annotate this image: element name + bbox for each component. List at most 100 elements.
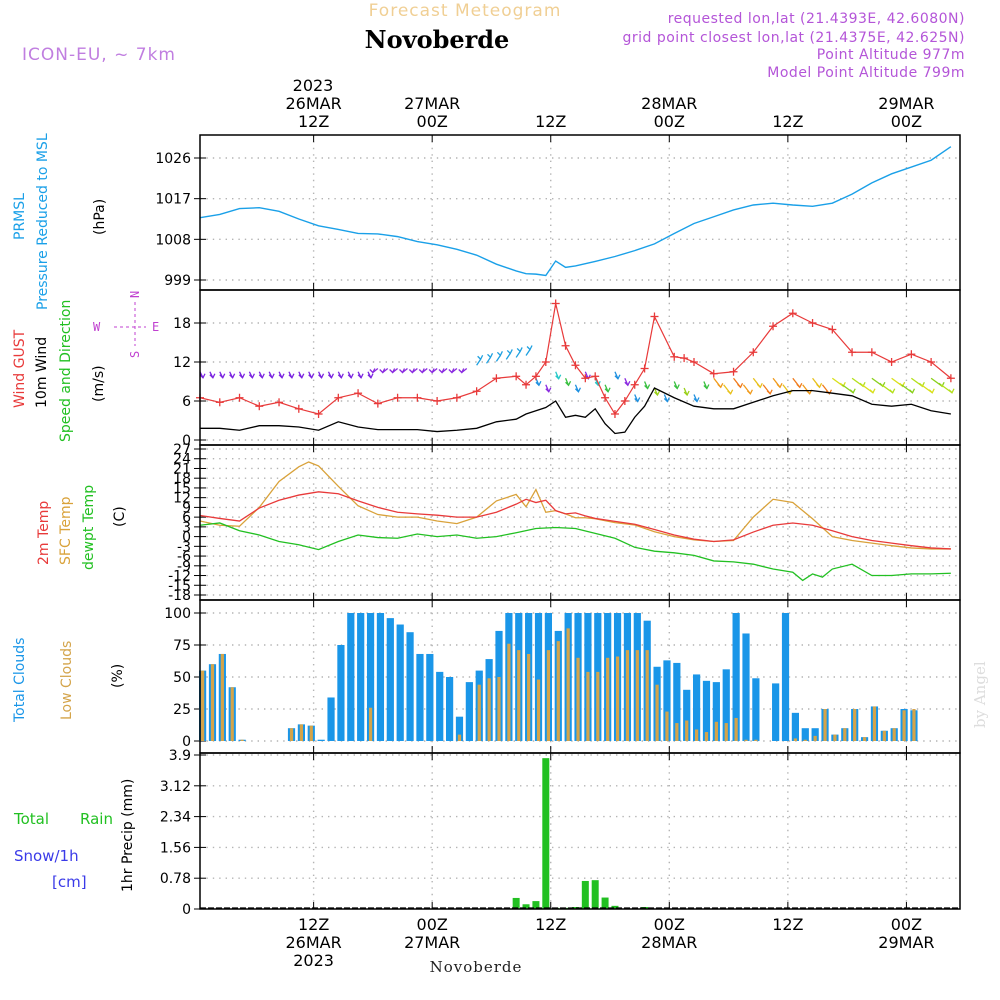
rain-bar xyxy=(582,881,589,909)
wind-arrowhead xyxy=(478,355,483,359)
bottom-hour-label: 00Z xyxy=(654,915,685,934)
wind-arrow xyxy=(506,353,510,359)
rain-bar xyxy=(513,898,520,909)
wind-arrow xyxy=(477,359,481,365)
temp-2m-line xyxy=(200,492,951,549)
low-cloud-bar xyxy=(853,709,856,741)
low-cloud-bar xyxy=(902,710,905,741)
precip-bars xyxy=(200,758,960,909)
total-clouds-label: Total Clouds xyxy=(12,638,28,723)
low-cloud-bar xyxy=(517,650,520,741)
low-cloud-bar xyxy=(744,740,747,741)
total-cloud-bar xyxy=(446,677,453,741)
top-hour-label: 00Z xyxy=(654,112,685,131)
low-cloud-bar xyxy=(537,680,540,741)
wind-10m-line xyxy=(200,388,951,434)
y-tick-label: 18 xyxy=(173,316,191,332)
pressure-series-line xyxy=(200,147,951,276)
y-tick-label: 3.12 xyxy=(160,779,191,795)
top-hour-label: 12Z xyxy=(772,112,803,131)
bottom-date-label: 27MAR xyxy=(404,933,460,952)
y-tick-label: 0 xyxy=(182,902,191,918)
rain-label: Rain xyxy=(80,810,113,828)
gridlines xyxy=(200,290,960,445)
top-time-axis: 26MAR12Z27MAR00Z12Z28MAR00Z12Z29MAR00Z xyxy=(286,94,935,131)
wind-gust-line xyxy=(200,304,951,415)
low-cloud-bar xyxy=(833,735,836,741)
top-year-label: 2023 xyxy=(293,76,334,95)
total-cloud-bar xyxy=(703,681,710,741)
snow-label: Snow/1h xyxy=(14,847,79,865)
low-cloud-bar xyxy=(873,706,876,741)
bottom-date-label: 26MAR xyxy=(286,933,342,952)
wind-arrowhead xyxy=(497,351,502,355)
total-cloud-bar xyxy=(752,678,759,741)
total-cloud-bar xyxy=(782,613,789,741)
wind-arrowhead xyxy=(949,389,954,393)
top-hour-label: 12Z xyxy=(298,112,329,131)
total-cloud-bar xyxy=(426,654,433,741)
panel-temperature: -18-15-12-9-6-30369121518212427 xyxy=(168,442,960,604)
wind-arrowhead xyxy=(488,353,493,357)
rain-bar xyxy=(592,880,599,909)
wind-arrowhead xyxy=(850,389,855,393)
y-tick-label: 50 xyxy=(173,670,191,686)
wind-arrowhead xyxy=(507,349,512,353)
y-tick-label: 0.78 xyxy=(160,871,191,887)
sfc-temp-label: SFC Temp xyxy=(58,496,74,565)
wind-arrowhead xyxy=(870,389,875,393)
y-tick-label: 27 xyxy=(173,442,191,458)
wind-gust-markers xyxy=(196,300,955,419)
low-cloud-bar xyxy=(725,723,728,741)
low-cloud-bar xyxy=(557,641,560,741)
bottom-year-label: 2023 xyxy=(293,951,334,970)
temp-2m-label: 2m Temp xyxy=(36,501,52,565)
top-date-label: 26MAR xyxy=(286,94,342,113)
low-cloud-bar xyxy=(606,658,609,741)
low-cloud-bar xyxy=(655,685,658,741)
top-hour-label: 00Z xyxy=(417,112,448,131)
total-label: Total xyxy=(13,810,49,828)
wind-arrow xyxy=(496,355,500,361)
bottom-hour-label: 12Z xyxy=(535,915,566,934)
low-cloud-bar xyxy=(893,728,896,741)
total-cloud-bar xyxy=(347,613,354,741)
low-cloud-bar xyxy=(527,654,530,741)
requested-coords: requested lon,lat (21.4393E, 42.6080N) xyxy=(668,11,965,27)
panel-wind: 061218 xyxy=(173,290,960,449)
compass-south: S xyxy=(128,351,142,358)
low-cloud-bar xyxy=(310,726,313,741)
low-cloud-bar xyxy=(715,722,718,741)
top-date-label: 28MAR xyxy=(641,94,697,113)
y-tick-label: 25 xyxy=(173,702,191,718)
y-tick-label: 1026 xyxy=(155,151,191,167)
panel-precipitation: 00.781.562.343.123.9 xyxy=(160,748,960,918)
panel-labels: PRMSL Pressure Reduced to MSL (hPa) Wind… xyxy=(12,133,136,892)
low-cloud-bar xyxy=(576,658,579,741)
wind-10m-label: 10m Wind xyxy=(34,337,50,408)
rain-bar xyxy=(602,898,609,909)
wind-arrowhead xyxy=(890,389,895,393)
low-cloud-bar xyxy=(586,672,589,741)
total-cloud-bar xyxy=(406,632,413,741)
total-cloud-bar xyxy=(792,713,799,741)
ms-unit: (m/s) xyxy=(91,365,107,402)
gridlines xyxy=(200,445,960,600)
bottom-hour-label: 00Z xyxy=(417,915,448,934)
dewpt-temp-line xyxy=(200,523,951,580)
low-cloud-bar xyxy=(497,677,500,741)
bottom-date-label: 28MAR xyxy=(641,933,697,952)
y-tick-label: 12 xyxy=(173,355,191,371)
bottom-date-label: 29MAR xyxy=(878,933,934,952)
low-cloud-bar xyxy=(201,671,204,741)
low-cloud-bar xyxy=(626,650,629,741)
y-tick-label: 6 xyxy=(182,394,191,410)
gridpoint-coords: grid point closest lon,lat (21.4375E, 42… xyxy=(622,30,965,46)
low-cloud-bar xyxy=(596,672,599,741)
total-cloud-bar xyxy=(357,613,364,741)
total-cloud-bar xyxy=(327,697,334,741)
chart-panels: 999100810171026061218-18-15-12-9-6-30369… xyxy=(155,135,960,918)
wind-arrowhead xyxy=(909,389,914,393)
low-clouds-label: Low Clouds xyxy=(59,641,75,720)
total-cloud-bar xyxy=(416,654,423,741)
